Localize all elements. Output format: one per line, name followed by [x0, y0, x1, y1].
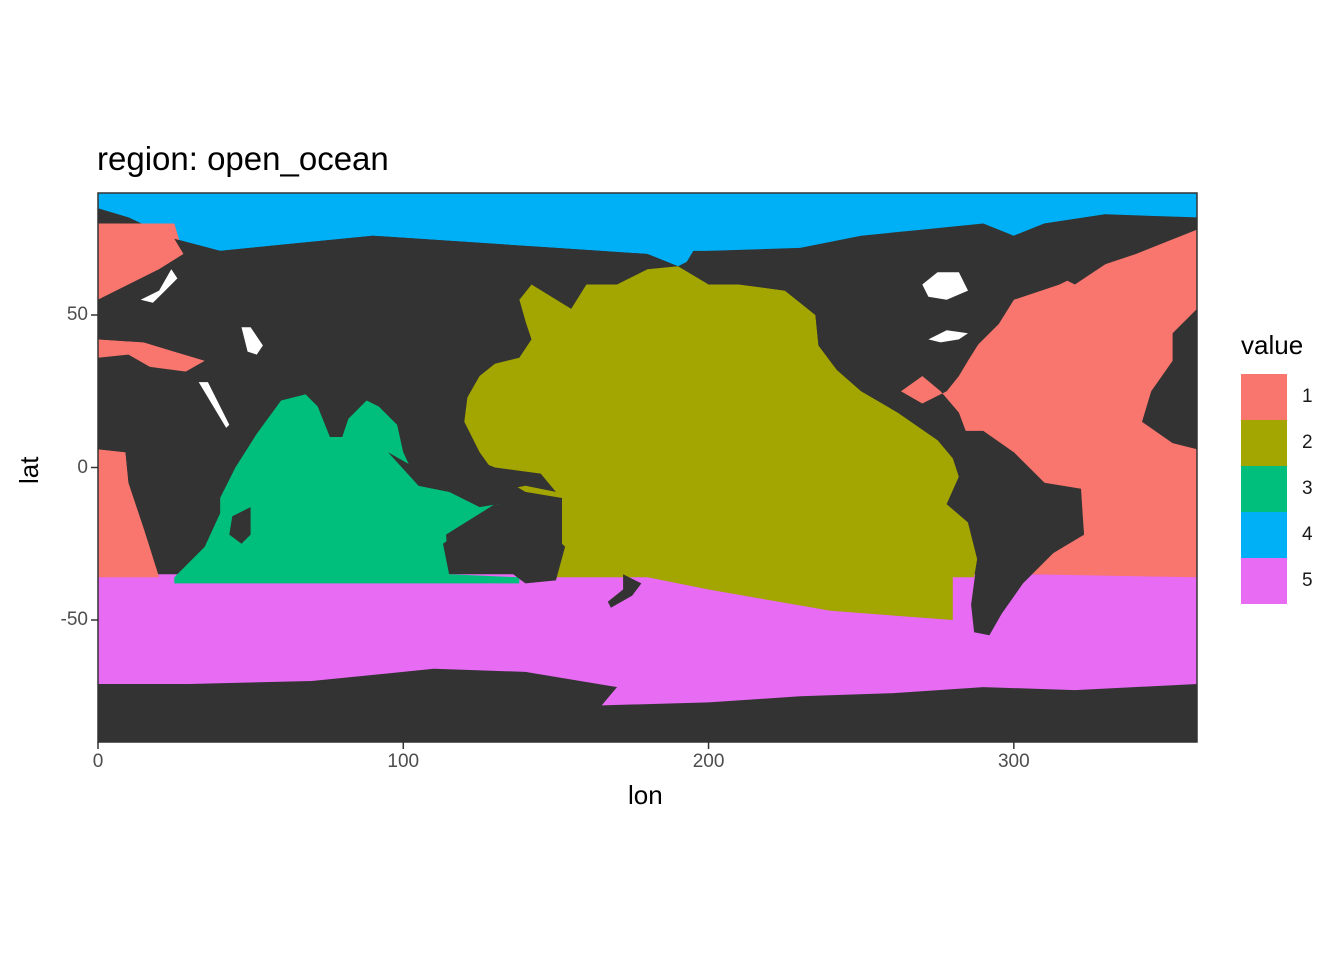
lake-red-sea	[198, 382, 230, 428]
land-south-america	[946, 430, 1084, 636]
x-tick-label: 300	[997, 751, 1030, 772]
land-greenland	[1013, 214, 1136, 285]
legend-key-2	[1241, 420, 1287, 466]
legend-key-3	[1241, 466, 1287, 512]
x-tick-label: 0	[92, 751, 104, 772]
legend-label-4: 4	[1302, 524, 1313, 545]
land-indonesia	[388, 452, 556, 495]
region-indian	[174, 394, 520, 584]
region-arctic	[98, 193, 1197, 267]
chart-title: region: open_ocean	[97, 140, 389, 177]
y-tick-label: 0	[77, 456, 88, 478]
legend-key-1	[1241, 374, 1287, 420]
y-tick-label: 50	[66, 304, 88, 325]
x-axis-title: lon	[628, 780, 663, 810]
legend-key-4	[1241, 512, 1287, 558]
legend-label-5: 5	[1302, 570, 1313, 591]
region-mediterranean	[98, 339, 205, 373]
ocean-regions	[98, 193, 1197, 742]
legend-label-2: 2	[1302, 432, 1313, 453]
region-atlantic-north-east	[98, 223, 184, 300]
legend-label-1: 1	[1302, 386, 1313, 407]
y-axis-title: lat	[14, 456, 44, 484]
region-atlantic-east	[98, 449, 160, 578]
x-tick-label: 100	[387, 751, 420, 772]
x-tick-label: 200	[692, 751, 725, 772]
legend-title: value	[1241, 330, 1304, 360]
land-new-zealand	[607, 574, 642, 608]
land-australia	[446, 501, 566, 584]
land-madagascar	[229, 507, 251, 544]
lake-great-lakes	[928, 330, 968, 343]
region-pacific	[464, 266, 978, 620]
land-eurasia	[98, 235, 678, 453]
land-north-america	[684, 250, 1014, 444]
land-africa	[98, 354, 254, 575]
legend-label-3: 3	[1302, 478, 1313, 499]
land-antarctica	[98, 671, 1197, 742]
lake-caspian	[241, 327, 263, 355]
y-tick-label: -50	[60, 609, 88, 630]
lake-hudson-bay	[922, 272, 968, 300]
lake-baltic	[140, 269, 178, 303]
axis-ticks	[91, 314, 1015, 749]
region-atlantic-west	[900, 229, 1197, 578]
legend-key-5	[1241, 558, 1287, 604]
